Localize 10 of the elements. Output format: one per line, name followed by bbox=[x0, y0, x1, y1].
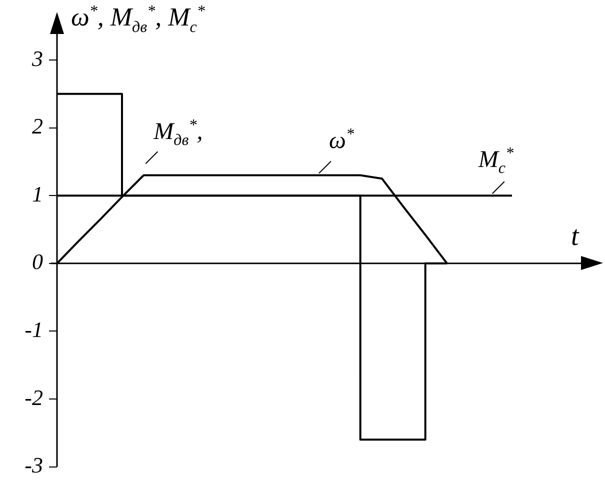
y-tick-label: -3 bbox=[24, 452, 43, 478]
series-label: ω$^{*}$ bbox=[329, 126, 354, 154]
y-tick-label: -2 bbox=[24, 384, 43, 410]
x-axis-title: t bbox=[571, 221, 579, 252]
y-tick-label: 2 bbox=[32, 114, 43, 139]
y-tick-label: 0 bbox=[32, 249, 43, 274]
series-label: M$_{дв}$$^{*}$, bbox=[154, 116, 203, 148]
y-tick-label: 1 bbox=[32, 181, 43, 206]
y-tick-label: 3 bbox=[31, 46, 43, 71]
y-tick-label: -1 bbox=[24, 316, 43, 342]
